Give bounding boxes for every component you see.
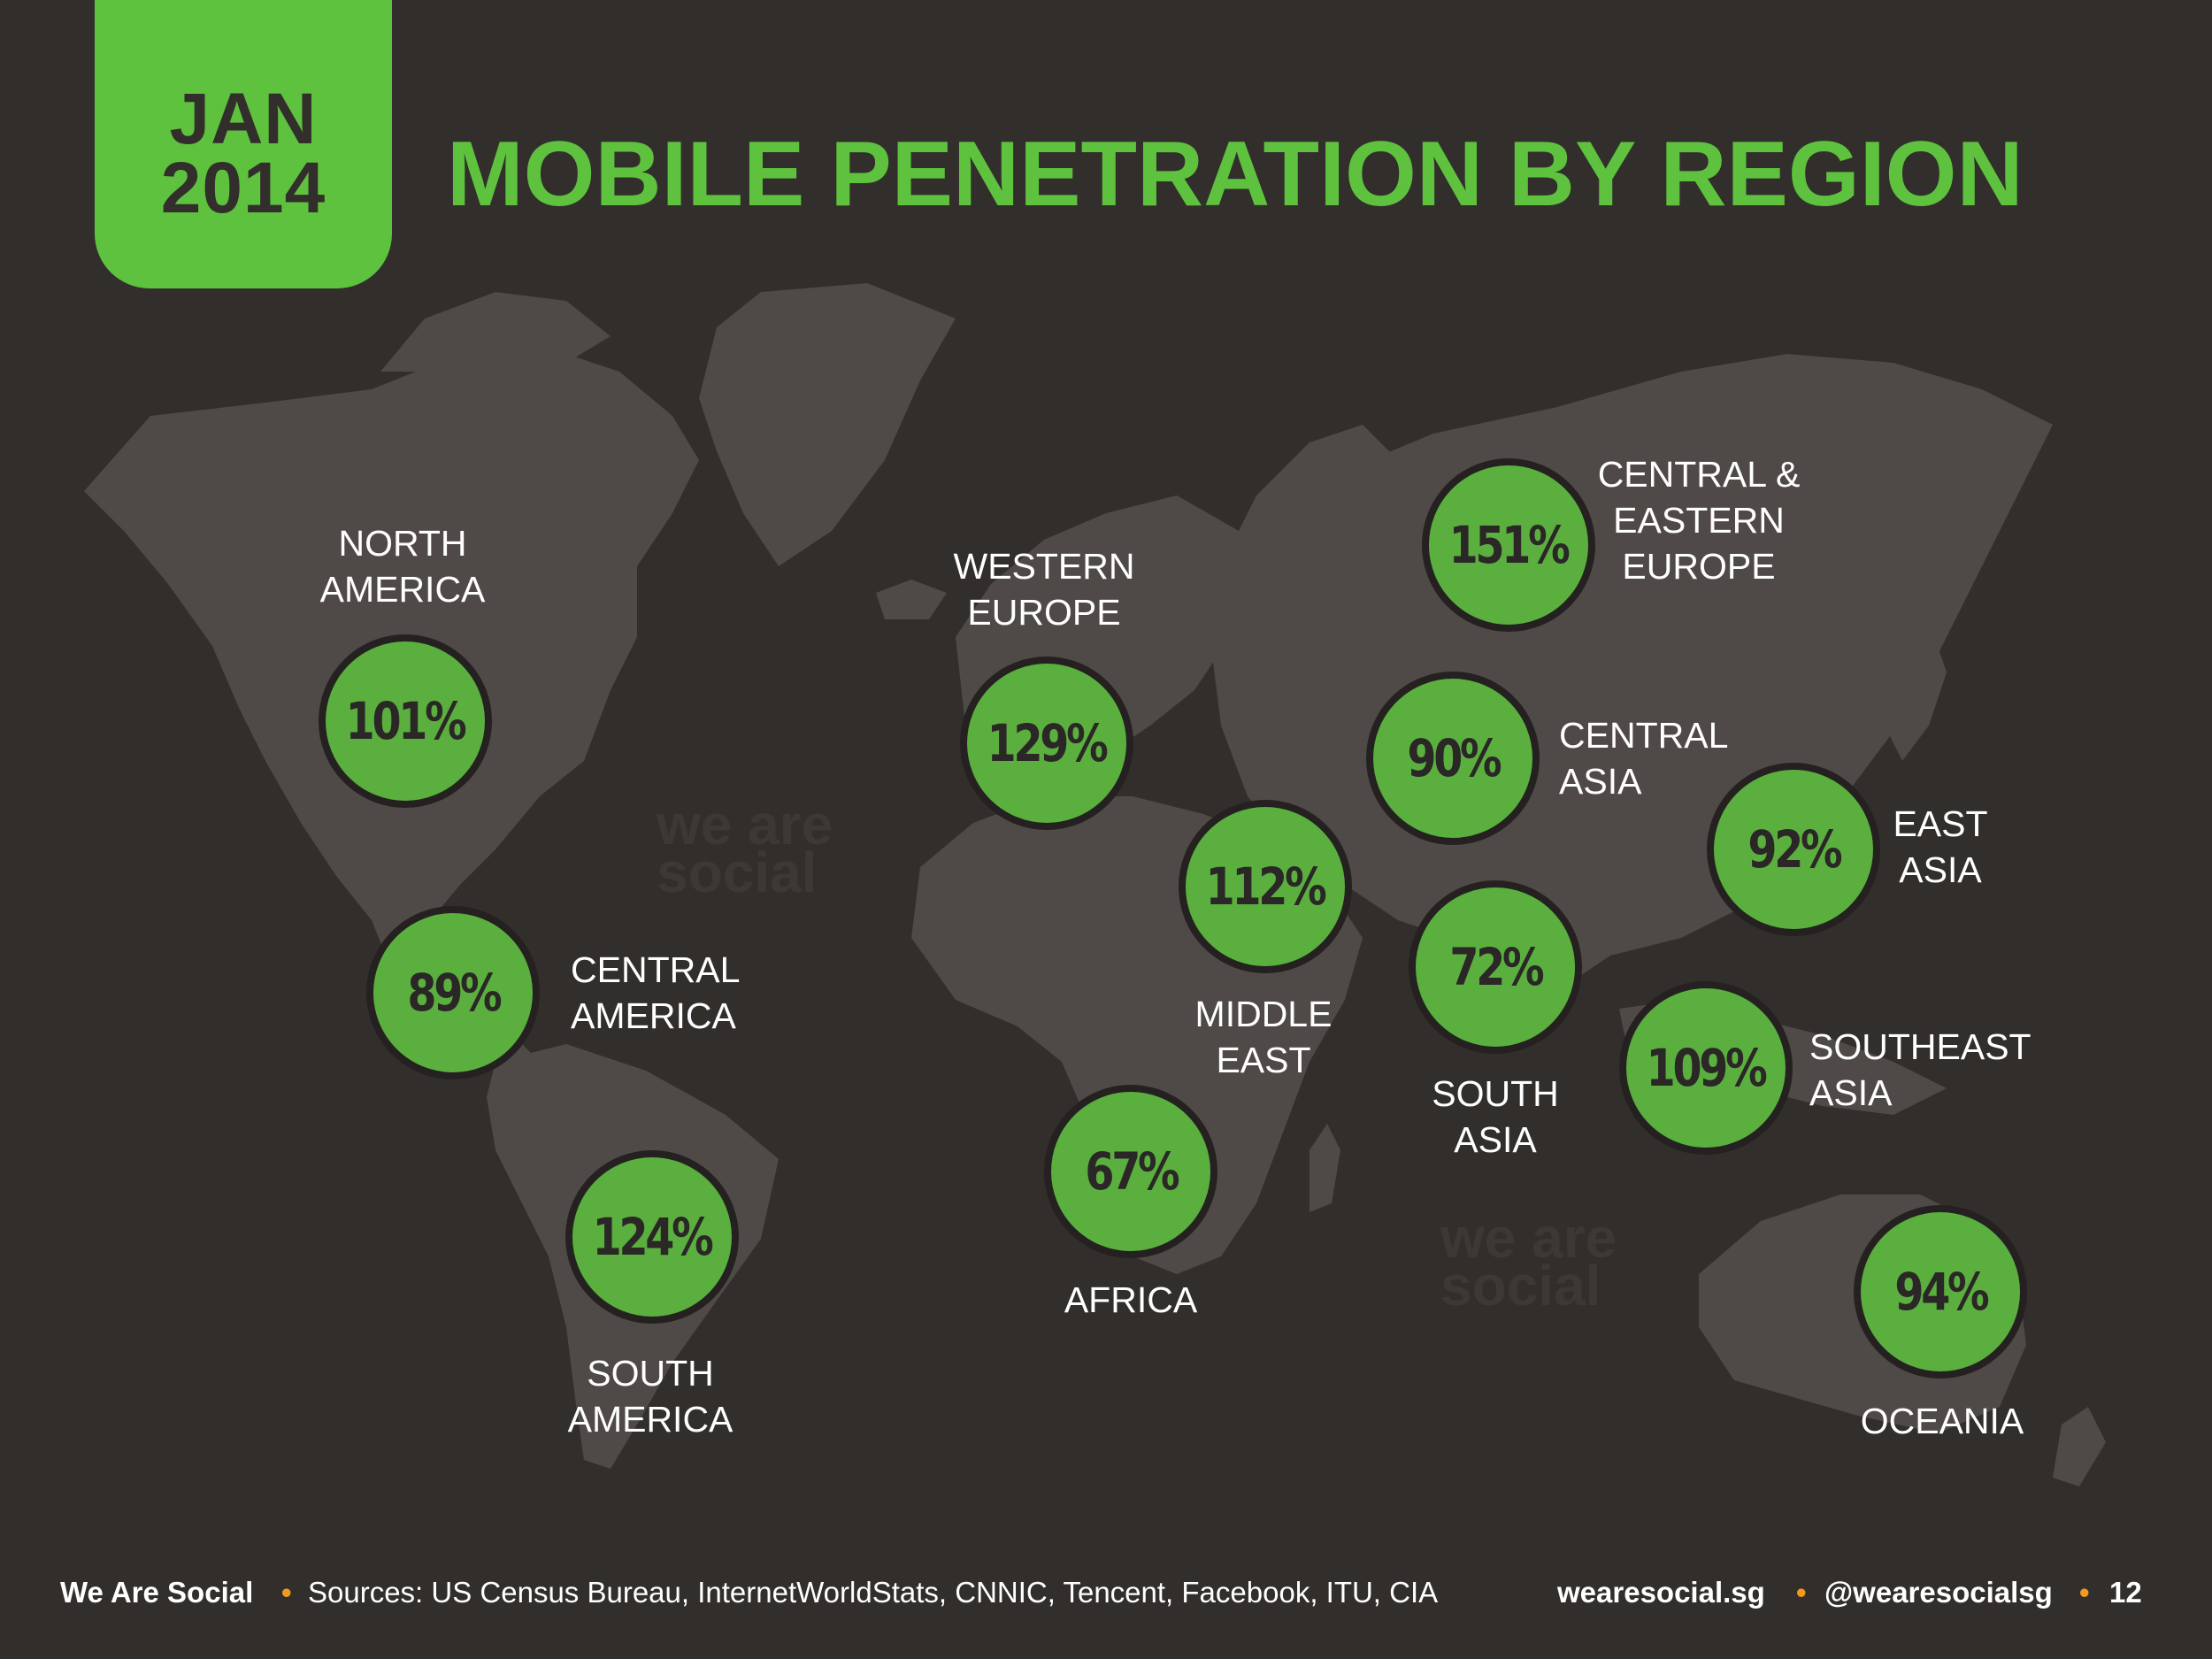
watermark: we are social	[657, 793, 833, 904]
region-label-central-asia: CENTRAL ASIA	[1559, 715, 1729, 802]
region-bubble-southeast-asia: 109%	[1619, 981, 1793, 1155]
region-label-middle-east: MIDDLE EAST	[1194, 994, 1333, 1080]
region-bubble-south-america: 124%	[565, 1150, 739, 1324]
region-value-western-europe: 129%	[987, 713, 1109, 773]
region-bubble-central-eastern-europe: 151%	[1422, 458, 1595, 632]
region-bubble-middle-east: 112%	[1179, 800, 1352, 973]
region-bubble-east-asia: 92%	[1707, 763, 1880, 936]
region-value-oceania: 94%	[1893, 1262, 1989, 1322]
land-new-zealand	[2053, 1407, 2106, 1486]
land-greenland	[699, 283, 956, 566]
footer-sources: Sources: US Census Bureau, InternetWorld…	[308, 1576, 1439, 1609]
date-badge: JAN 2014	[95, 0, 392, 288]
region-value-middle-east: 112%	[1206, 856, 1327, 917]
region-label-south-asia: SOUTH ASIA	[1432, 1073, 1559, 1160]
watermark: we are social	[1440, 1206, 1617, 1317]
footer-website[interactable]: wearesocial.sg	[1557, 1576, 1765, 1609]
region-bubble-north-america: 101%	[319, 634, 492, 808]
footer-separator: •	[2079, 1576, 2090, 1609]
region-label-north-america: NORTH AMERICA	[319, 523, 486, 610]
region-label-central-america: CENTRAL AMERICA	[571, 949, 741, 1036]
region-label-africa: AFRICA	[1064, 1279, 1198, 1320]
region-bubble-central-america: 89%	[366, 906, 540, 1079]
land-arctic-islands	[380, 292, 611, 372]
region-label-south-america: SOUTH AMERICA	[567, 1353, 733, 1440]
page-number: 12	[2109, 1576, 2142, 1609]
region-bubble-south-asia: 72%	[1409, 880, 1582, 1054]
region-bubble-oceania: 94%	[1854, 1205, 2027, 1379]
region-label-southeast-asia: SOUTHEAST ASIA	[1809, 1026, 2032, 1113]
page-title: MOBILE PENETRATION BY REGION	[447, 123, 2024, 226]
region-bubble-africa: 67%	[1044, 1085, 1217, 1258]
footer-handle[interactable]: @wearesocialsg	[1824, 1576, 2053, 1609]
date-month: JAN	[169, 79, 318, 159]
land-japan	[1885, 619, 1947, 761]
region-value-africa: 67%	[1084, 1141, 1179, 1202]
region-label-east-asia: EAST ASIA	[1893, 803, 1988, 890]
region-bubble-western-europe: 129%	[960, 657, 1133, 830]
footer-brand: We Are Social	[60, 1576, 254, 1609]
date-year: 2014	[160, 148, 326, 228]
region-value-central-eastern-europe: 151%	[1449, 515, 1571, 575]
land-iceland	[876, 580, 947, 619]
region-value-southeast-asia: 109%	[1647, 1038, 1768, 1098]
region-label-oceania: OCEANIA	[1860, 1401, 2024, 1441]
region-label-western-europe: WESTERN EUROPE	[953, 546, 1135, 633]
region-label-central-eastern-europe: CENTRAL & EASTERN EUROPE	[1597, 454, 1801, 587]
footer-separator: •	[281, 1576, 292, 1609]
region-value-south-asia: 72%	[1448, 937, 1544, 997]
region-bubble-central-asia: 90%	[1366, 672, 1540, 845]
footer-separator: •	[1796, 1576, 1807, 1609]
region-value-east-asia: 92%	[1747, 819, 1842, 879]
region-value-central-america: 89%	[406, 963, 502, 1023]
land-madagascar	[1310, 1124, 1340, 1212]
region-value-north-america: 101%	[346, 691, 467, 751]
footer: We Are Social • Sources: US Census Burea…	[0, 1571, 2212, 1615]
region-value-central-asia: 90%	[1406, 728, 1502, 788]
region-value-south-america: 124%	[593, 1207, 714, 1267]
